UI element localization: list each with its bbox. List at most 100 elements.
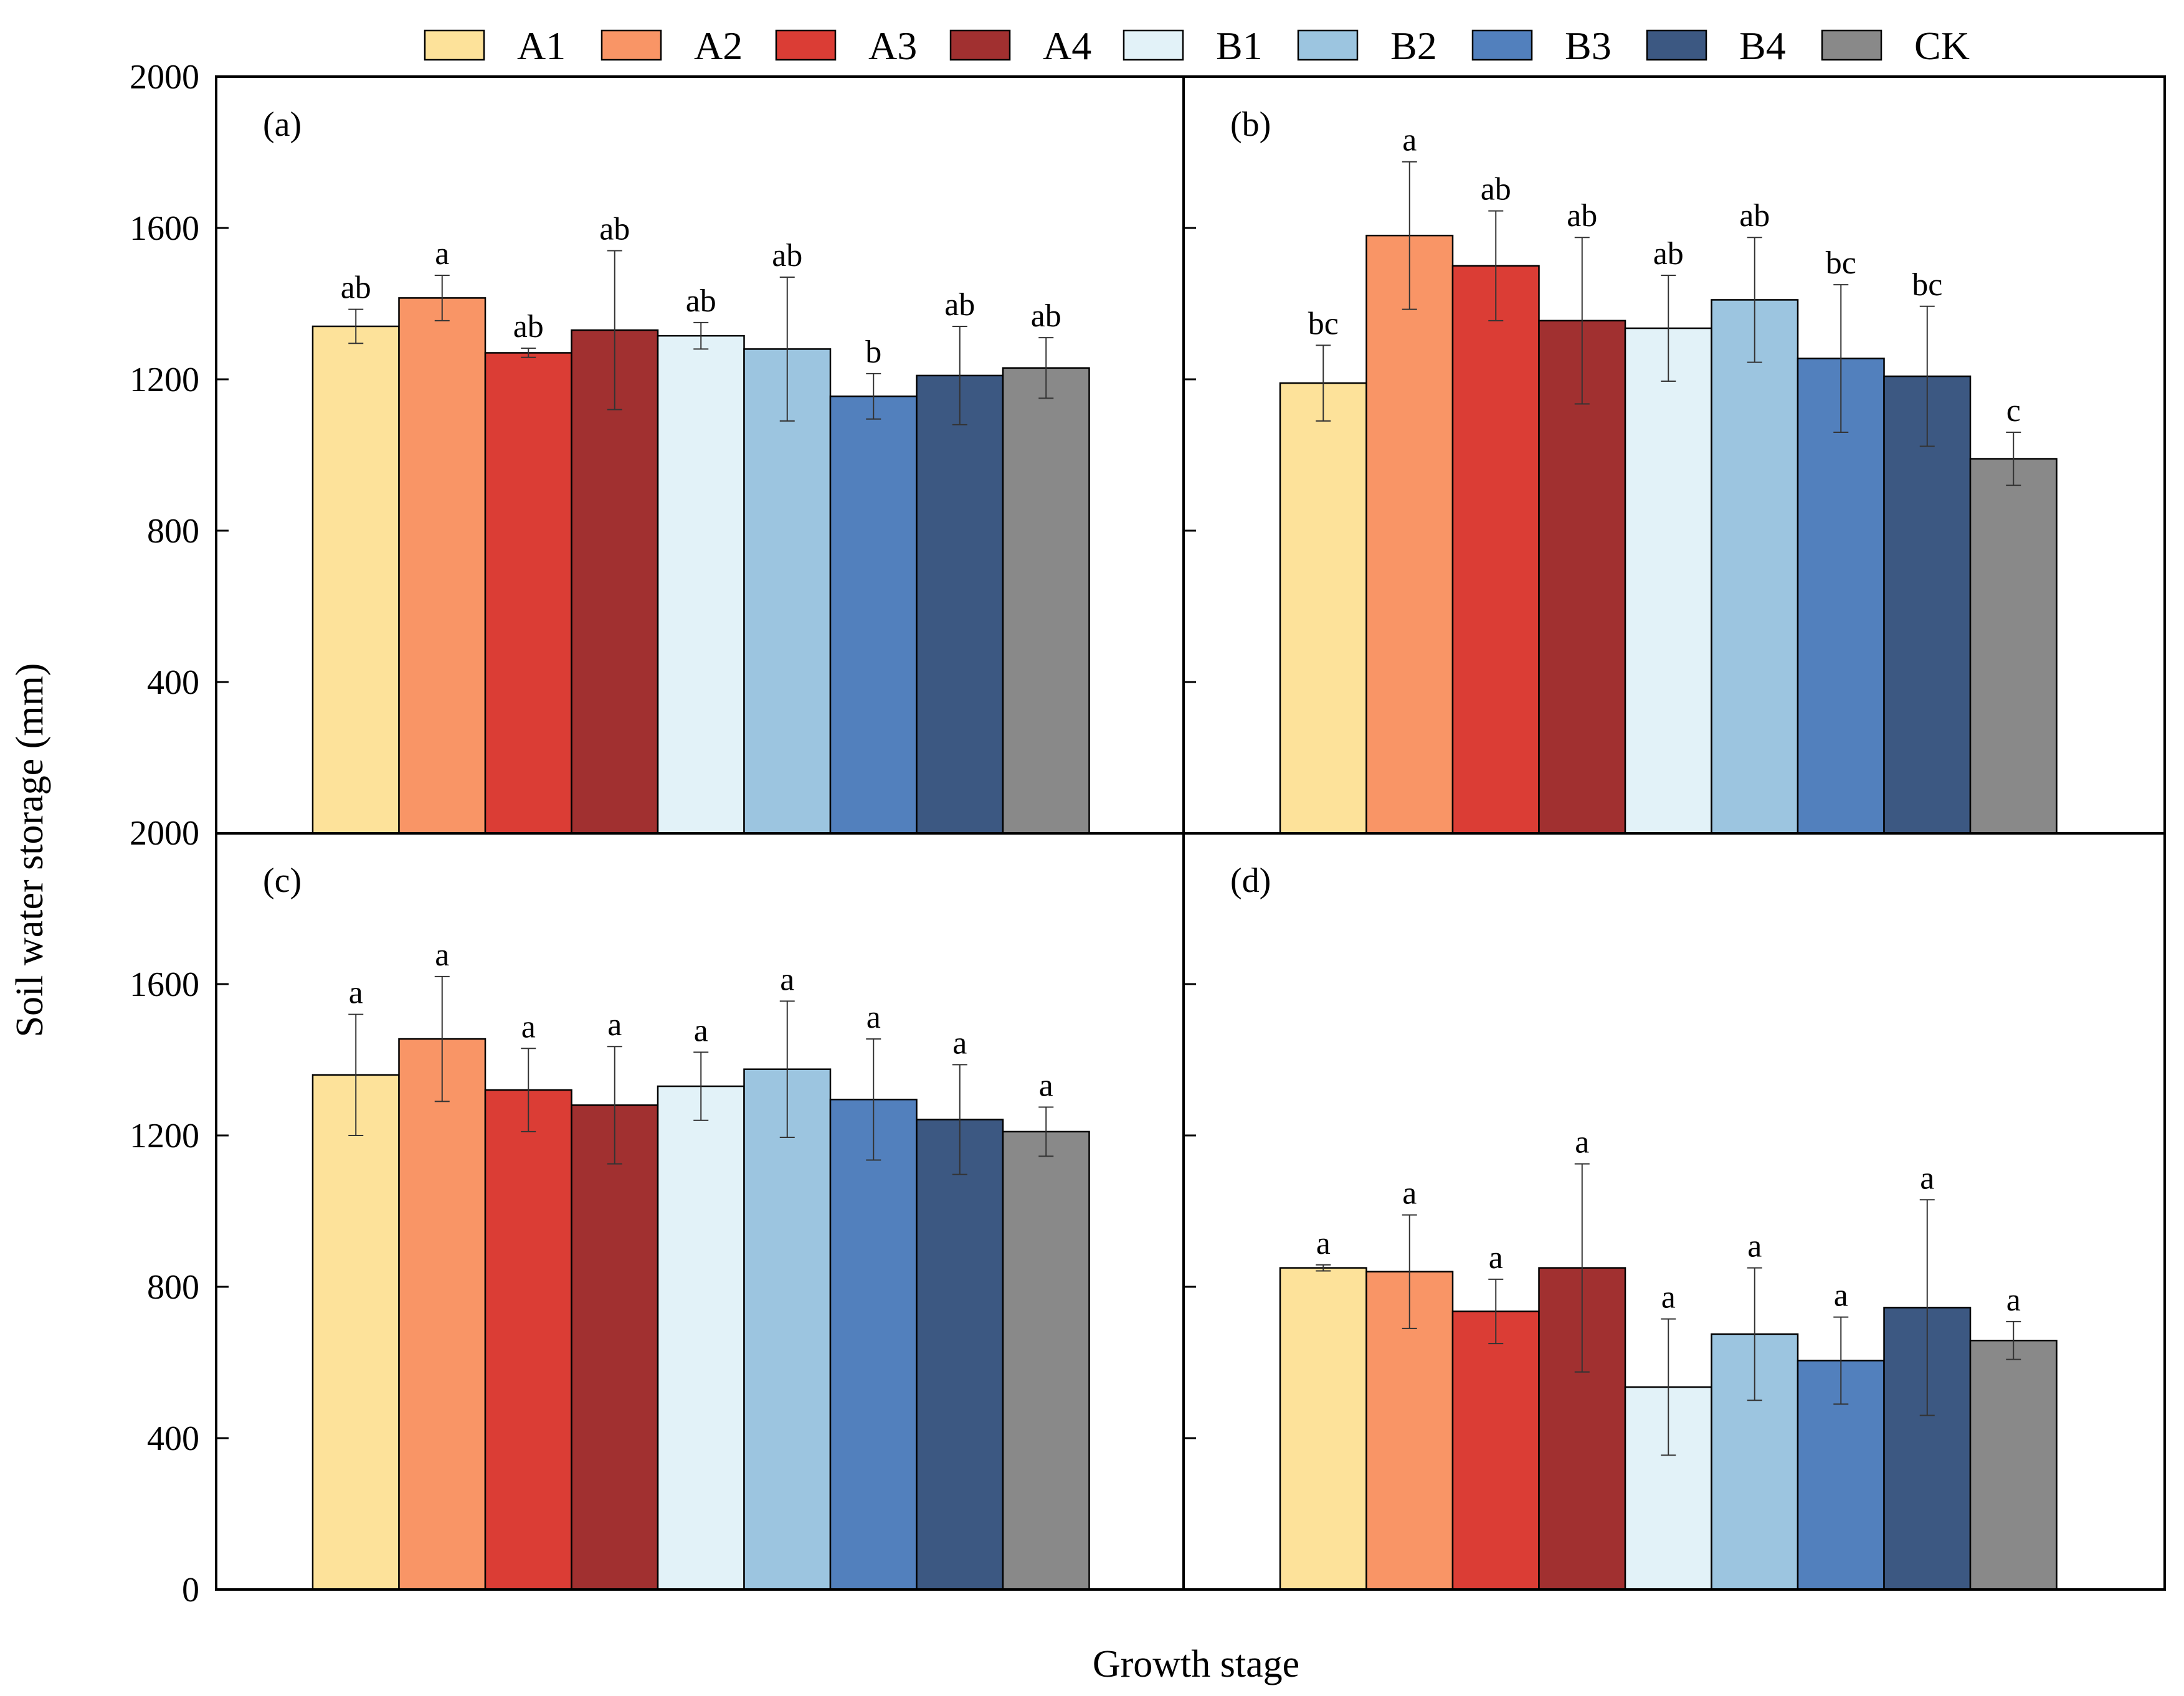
significance-label: a <box>435 236 449 272</box>
significance-label: a <box>521 1009 536 1045</box>
legend-swatch-b3 <box>1471 29 1533 61</box>
significance-label: bc <box>1826 245 1856 281</box>
legend-label-a3: A3 <box>868 24 917 68</box>
bar-b1 <box>657 1085 745 1591</box>
legend-label-a1: A1 <box>517 24 566 68</box>
significance-label: a <box>607 1007 622 1043</box>
legend-swatch-a1 <box>424 29 485 61</box>
significance-label: a <box>866 1000 881 1035</box>
legend: A1 A2 A3 A4 B1 B2 B3 B4 CK <box>424 24 1970 68</box>
legend-label-a2: A2 <box>694 24 743 68</box>
legend-label-ck: CK <box>1914 24 1970 68</box>
y-tick-label: 400 <box>147 1419 199 1458</box>
y-axis-title: Soil water storage (mm) <box>9 663 51 1038</box>
significance-label: ab <box>1481 172 1511 207</box>
significance-label: a <box>1039 1068 1053 1103</box>
bar-ck <box>1002 367 1090 835</box>
y-tick-label: 800 <box>147 512 199 551</box>
significance-label: ab <box>1031 298 1061 334</box>
significance-label: ab <box>686 283 716 319</box>
plot-frame <box>215 75 2166 1591</box>
legend-swatch-b4 <box>1646 29 1707 61</box>
bar-b4 <box>916 374 1004 835</box>
significance-label: ab <box>513 309 544 344</box>
panel-b: bc a ab ab ab ab bc bc c (b) <box>1184 105 2058 835</box>
legend-swatch-a4 <box>949 29 1011 61</box>
legend-swatch-ck <box>1821 29 1883 61</box>
legend-label-b4: B4 <box>1739 24 1786 68</box>
bar-b3 <box>829 396 918 835</box>
panel-d: a a a a a a a a a (d) <box>1184 861 2058 1591</box>
y-tick-label: 800 <box>147 1268 199 1307</box>
legend-swatch-b1 <box>1123 29 1184 61</box>
bar-a2 <box>1365 234 1454 835</box>
significance-label: ab <box>772 238 802 273</box>
panel-a: ab a ab ab ab ab b ab ab (a) <box>216 105 1090 835</box>
bar-ck <box>1002 1130 1090 1591</box>
significance-label: ab <box>341 270 371 306</box>
y-tick-label: 1600 <box>130 965 199 1004</box>
significance-label: a <box>1575 1125 1589 1160</box>
bar-ck <box>1969 458 2058 835</box>
legend-label-b2: B2 <box>1390 24 1437 68</box>
panel-c: a a a a a a a a a (c) <box>216 861 1090 1591</box>
bar-b2 <box>1711 299 1799 835</box>
bar-b3 <box>829 1099 918 1591</box>
y-axis: 2000 1600 1200 800 400 2000 1600 1200 800 400 0 <box>130 58 199 1609</box>
significance-label: a <box>1316 1226 1331 1261</box>
bar-a1 <box>311 325 400 835</box>
bar-b1 <box>657 334 745 835</box>
bar-a1 <box>1279 382 1367 835</box>
significance-label: c <box>2006 393 2021 429</box>
legend-label-a4: A4 <box>1043 24 1091 68</box>
significance-label: a <box>2006 1282 2021 1318</box>
y-tick-label: 1200 <box>130 1117 199 1155</box>
x-axis-title: Growth stage <box>1093 1643 1299 1685</box>
y-tick-label: 2000 <box>130 814 199 853</box>
significance-label: a <box>435 937 449 973</box>
bar-a3 <box>484 352 572 835</box>
significance-label: a <box>952 1025 967 1061</box>
bar-a1 <box>311 1074 400 1591</box>
legend-swatch-a3 <box>775 29 837 61</box>
y-tick-label: 1600 <box>130 209 199 248</box>
bar-a3 <box>484 1089 572 1591</box>
significance-label: a <box>694 1013 708 1048</box>
y-tick-label: 2000 <box>130 58 199 97</box>
bar-a2 <box>398 297 487 835</box>
bar-b3 <box>1797 358 1885 835</box>
significance-label: a <box>1489 1240 1503 1276</box>
bar-a4 <box>571 329 659 835</box>
y-tick-label: 1200 <box>130 361 199 399</box>
panel-label: (b) <box>1230 105 1271 144</box>
significance-label: b <box>865 334 881 370</box>
significance-label: ab <box>599 211 630 247</box>
bar-a2 <box>398 1038 487 1591</box>
significance-label: a <box>1402 1176 1417 1211</box>
panel-label: (c) <box>263 861 301 900</box>
bar-a3 <box>1451 265 1540 835</box>
significance-label: a <box>1920 1160 1934 1196</box>
legend-label-b1: B1 <box>1216 24 1263 68</box>
bar-b2 <box>743 1068 832 1591</box>
panel-label: (a) <box>263 105 301 144</box>
significance-label: ab <box>1567 198 1597 234</box>
significance-label: a <box>1661 1280 1676 1315</box>
panel-label: (d) <box>1230 861 1271 900</box>
bar-b4 <box>1883 375 1972 835</box>
legend-swatch-b2 <box>1297 29 1359 61</box>
bar-b2 <box>743 348 832 835</box>
significance-label: a <box>1834 1278 1848 1314</box>
bar-ck <box>1969 1340 2058 1591</box>
significance-label: a <box>780 962 794 997</box>
significance-label: ab <box>1653 236 1684 272</box>
significance-label: a <box>1402 123 1417 158</box>
bar-a4 <box>1538 320 1626 835</box>
legend-label-b3: B3 <box>1565 24 1612 68</box>
bar-a4 <box>571 1104 659 1591</box>
bar-b4 <box>916 1119 1004 1591</box>
bar-b1 <box>1624 327 1712 835</box>
y-tick-label: 0 <box>182 1571 199 1609</box>
significance-label: bc <box>1308 306 1339 341</box>
